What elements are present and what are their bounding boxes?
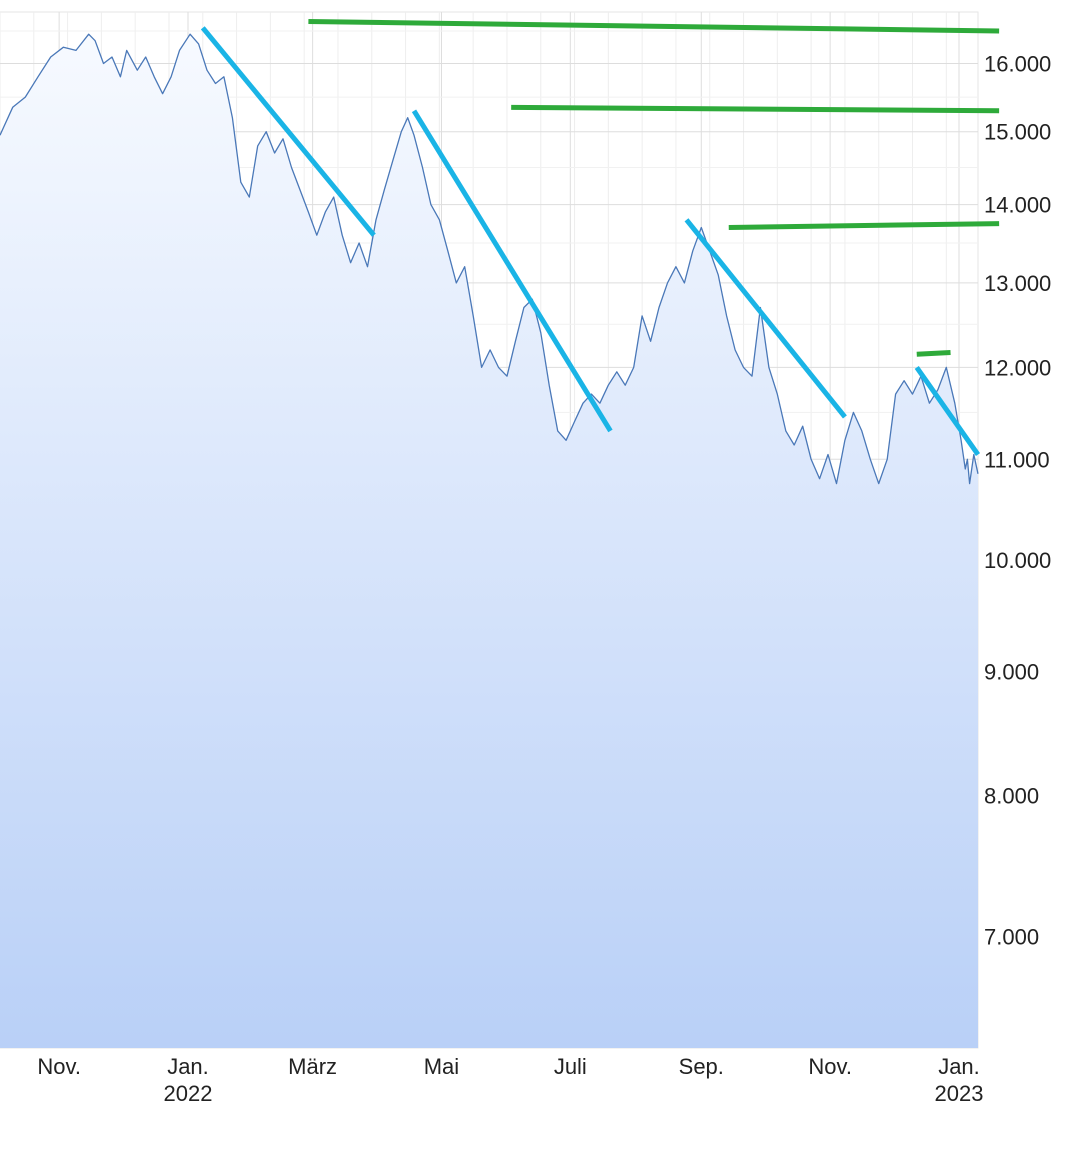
price-area — [0, 34, 978, 1048]
y-tick-label: 14.000 — [984, 193, 1051, 218]
price-line — [0, 33, 979, 485]
y-tick-label: 11.000 — [984, 447, 1050, 472]
level-line-4 — [916, 350, 951, 357]
x-tick-label: Jan. — [938, 1054, 980, 1079]
price-area-fill — [0, 34, 978, 1048]
y-tick-label: 10.000 — [984, 548, 1051, 573]
x-tick-label: Jan. — [167, 1054, 209, 1079]
level-line-1 — [308, 18, 1000, 34]
trend-line-3 — [684, 218, 847, 419]
level-line-2 — [511, 104, 1000, 114]
trend-line-1 — [200, 26, 376, 237]
y-tick-label: 8.000 — [984, 784, 1039, 809]
x-tick-year-label: 2022 — [164, 1081, 213, 1106]
x-tick-label: Nov. — [808, 1054, 852, 1079]
x-tick-label: Sep. — [679, 1054, 724, 1079]
x-tick-label: Mai — [424, 1054, 459, 1079]
price-line-path — [0, 33, 979, 485]
x-tick-label: Juli — [554, 1054, 587, 1079]
level-line-3 — [728, 221, 1000, 230]
x-tick-label: März — [288, 1054, 337, 1079]
y-tick-label: 7.000 — [984, 925, 1039, 950]
y-tick-label: 16.000 — [984, 52, 1051, 77]
y-tick-label: 9.000 — [984, 659, 1039, 684]
x-tick-year-label: 2023 — [935, 1081, 984, 1106]
y-tick-label: 15.000 — [984, 120, 1051, 145]
annotations — [200, 18, 1000, 456]
y-axis: 7.000 8.000 9.000 10.000 11.000 12.000 13.000 1… — [984, 52, 1051, 950]
trend-line-4 — [914, 365, 981, 456]
x-tick-label: Nov. — [37, 1054, 81, 1079]
y-tick-label: 13.000 — [984, 271, 1051, 296]
y-tick-label: 12.000 — [984, 355, 1051, 380]
trend-line-2 — [411, 109, 613, 433]
